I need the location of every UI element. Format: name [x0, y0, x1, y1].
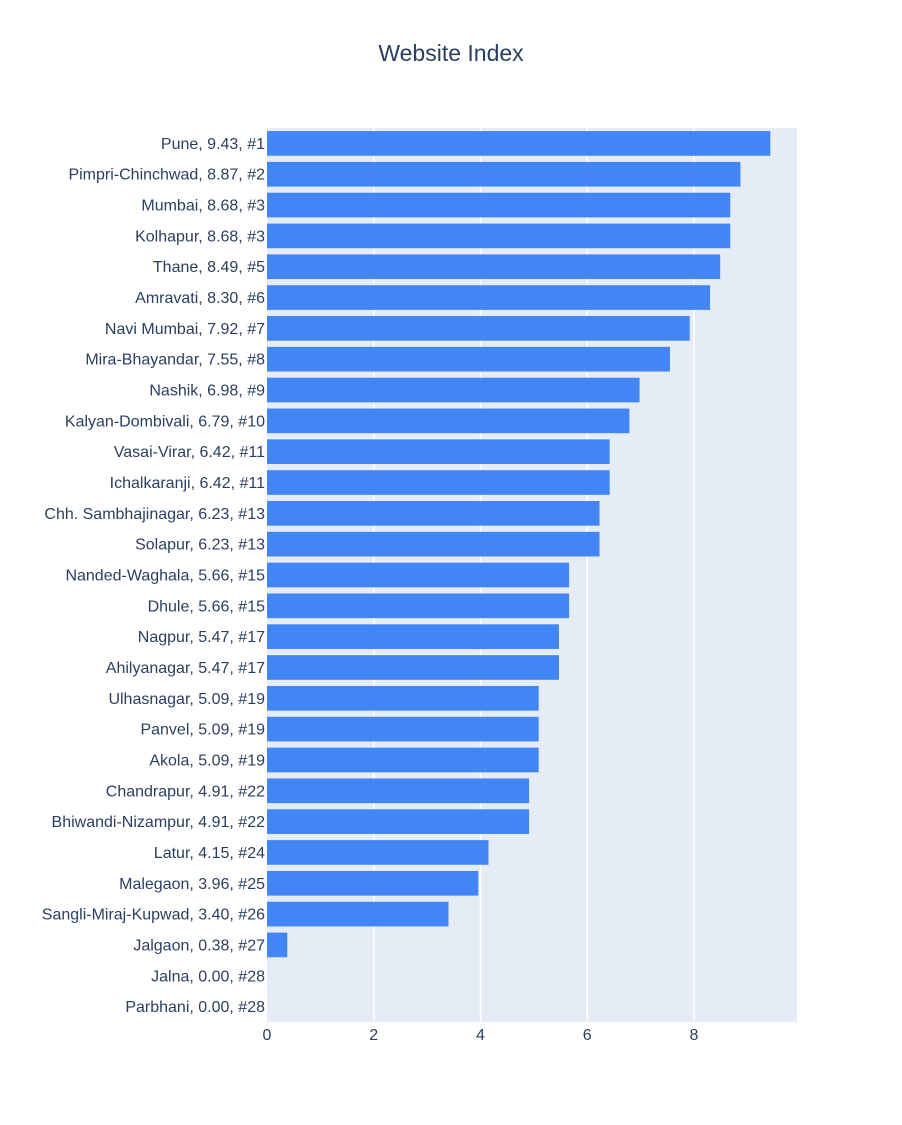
category-label: Nanded-Waghala, 5.66, #15: [65, 568, 265, 585]
bar: [267, 316, 690, 341]
bar: [267, 562, 570, 588]
bar: [267, 254, 721, 280]
x-axis-ticks: 0 2 4 6 8: [263, 1027, 699, 1044]
category-label: Panvel, 5.09, #19: [140, 722, 265, 739]
category-label: Ahilyanagar, 5.47, #17: [106, 660, 265, 677]
category-label: Malegaon, 3.96, #25: [119, 876, 265, 893]
x-tick-label: 2: [369, 1027, 378, 1044]
category-label: Kolhapur, 8.68, #3: [135, 228, 265, 245]
x-tick-label: 6: [583, 1027, 592, 1044]
bar: [267, 192, 731, 218]
category-label: Jalgaon, 0.38, #27: [133, 937, 265, 954]
bar: [267, 778, 530, 804]
x-tick-label: 4: [476, 1027, 485, 1044]
bar: [267, 223, 731, 249]
category-label: Latur, 4.15, #24: [154, 845, 265, 862]
category-label: Parbhani, 0.00, #28: [125, 999, 265, 1016]
bar: [267, 655, 559, 680]
category-label: Mumbai, 8.68, #3: [141, 198, 265, 215]
bar: [267, 901, 449, 927]
category-label: Sangli-Miraj-Kupwad, 3.40, #26: [42, 907, 265, 924]
category-labels: Pune, 9.43, #1 Pimpri-Chinchwad, 8.87, #2…: [42, 136, 265, 1016]
category-label: Chh. Sambhajinagar, 6.23, #13: [44, 506, 265, 523]
category-label: Solapur, 6.23, #13: [135, 537, 265, 554]
chart-title: Website Index: [378, 40, 524, 66]
category-label: Dhule, 5.66, #15: [148, 598, 266, 615]
bar: [267, 377, 640, 403]
category-label: Nashik, 6.98, #9: [149, 383, 265, 400]
bar: [267, 747, 539, 773]
category-label: Navi Mumbai, 7.92, #7: [105, 321, 265, 338]
bar: [267, 624, 559, 649]
bar: [267, 501, 600, 526]
bar: [267, 932, 288, 958]
bar: [267, 408, 630, 434]
bar: [267, 840, 489, 865]
bar: [267, 531, 600, 557]
category-label: Thane, 8.49, #5: [153, 259, 265, 276]
bar: [267, 809, 530, 834]
category-label: Amravati, 8.30, #6: [135, 290, 265, 307]
bar: [267, 346, 670, 372]
x-tick-label: 8: [690, 1027, 699, 1044]
bar: [267, 470, 610, 495]
category-label: Jalna, 0.00, #28: [151, 968, 265, 985]
category-label: Ulhasnagar, 5.09, #19: [108, 691, 265, 708]
category-label: Vasai-Virar, 6.42, #11: [114, 444, 265, 461]
category-label: Pune, 9.43, #1: [161, 136, 265, 153]
bar: [267, 161, 741, 187]
category-label: Nagpur, 5.47, #17: [138, 629, 265, 646]
bar: [267, 593, 570, 619]
x-tick-label: 0: [263, 1027, 272, 1044]
bars: [267, 131, 771, 958]
category-label: Bhiwandi-Nizampur, 4.91, #22: [52, 814, 266, 831]
category-label: Ichalkaranji, 6.42, #11: [110, 475, 265, 492]
category-label: Mira-Bhayandar, 7.55, #8: [85, 352, 265, 369]
category-label: Kalyan-Dombivali, 6.79, #10: [65, 413, 265, 430]
category-label: Pimpri-Chinchwad, 8.87, #2: [68, 167, 265, 184]
bar: [267, 685, 539, 711]
bar: [267, 285, 711, 310]
category-label: Chandrapur, 4.91, #22: [106, 783, 265, 800]
bar: [267, 716, 539, 742]
bar: [267, 131, 771, 156]
bar: [267, 870, 479, 896]
category-label: Akola, 5.09, #19: [149, 752, 265, 769]
bar: [267, 439, 610, 465]
